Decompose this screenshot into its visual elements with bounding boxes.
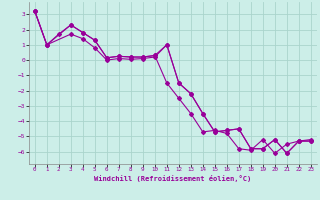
X-axis label: Windchill (Refroidissement éolien,°C): Windchill (Refroidissement éolien,°C) <box>94 175 252 182</box>
